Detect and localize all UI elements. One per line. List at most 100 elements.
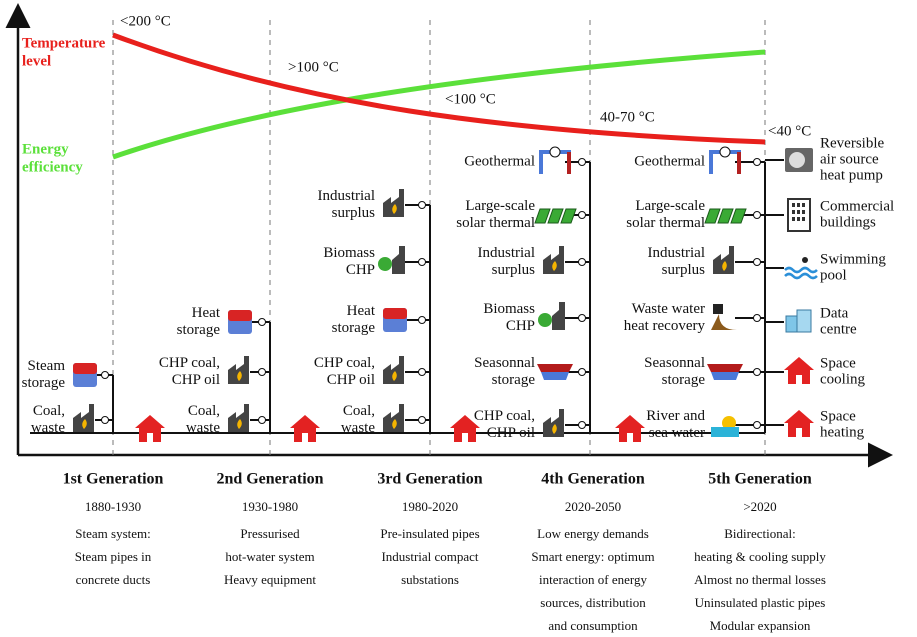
label-line: CHP	[346, 262, 375, 278]
window	[797, 203, 800, 207]
icon-pool	[785, 257, 817, 278]
tank-top	[73, 363, 97, 374]
label-line: Commercial	[820, 198, 894, 214]
valve	[259, 417, 266, 424]
icon-factory	[383, 356, 404, 384]
tree	[378, 257, 392, 271]
window	[802, 217, 805, 221]
label-line: Geothermal	[464, 153, 535, 169]
generation-description: Industrial compact	[381, 549, 478, 564]
generation-description: substations	[401, 572, 459, 587]
valve	[102, 372, 109, 379]
label-line: River and	[646, 408, 705, 424]
icon-tank	[383, 308, 407, 332]
generation-description: sources, distribution	[540, 595, 646, 610]
basin-top	[537, 364, 573, 372]
label-line: Data	[820, 305, 849, 321]
valve	[419, 202, 426, 209]
temperature-value: >100 °C	[288, 59, 339, 75]
door	[302, 433, 308, 442]
generation-years: >2020	[743, 499, 776, 514]
solar-panel	[548, 209, 563, 223]
valve	[419, 259, 426, 266]
factory-shape	[392, 246, 405, 274]
solar-panel	[535, 209, 550, 223]
generation-years: 1880-1930	[85, 499, 141, 514]
generation-description: Steam system:	[75, 526, 150, 541]
valve	[419, 369, 426, 376]
valve	[754, 315, 761, 322]
icon-factory	[383, 189, 404, 217]
factory-shape	[552, 302, 565, 330]
icon-tank	[228, 310, 252, 334]
icon-house	[290, 415, 320, 442]
label-line: heating	[820, 424, 865, 440]
icon-water	[711, 416, 739, 437]
solar-panel	[705, 209, 720, 223]
label-line: Large-scale	[465, 198, 535, 214]
efficiency-label: Energy	[22, 141, 69, 157]
efficiency-label: efficiency	[22, 159, 83, 175]
swimmer	[802, 257, 808, 263]
label-line: storage	[662, 372, 706, 388]
label-line: storage	[332, 320, 376, 336]
label-line: CHP oil	[487, 425, 535, 441]
icon-factory	[383, 404, 404, 432]
icon-tank	[73, 363, 97, 387]
icon-geo	[541, 147, 569, 174]
label-line: CHP coal,	[314, 355, 375, 371]
valve	[754, 369, 761, 376]
icon-factory	[543, 246, 564, 274]
valve	[754, 212, 761, 219]
temperature-label: Temperature	[22, 35, 106, 51]
door	[627, 433, 633, 442]
icon-basin	[707, 364, 743, 380]
generation-description: Bidirectional:	[724, 526, 795, 541]
label-line: Biomass	[483, 301, 535, 317]
window	[797, 210, 800, 214]
sewer-flow	[711, 314, 737, 330]
label-line: CHP coal,	[159, 355, 220, 371]
basin-bottom	[541, 372, 569, 380]
generation-description: Steam pipes in	[75, 549, 152, 564]
door	[796, 375, 802, 384]
icon-fan	[785, 148, 813, 172]
valve	[102, 417, 109, 424]
label-line: air source	[820, 151, 879, 167]
tank-top	[228, 310, 252, 321]
generation-description: Pre-insulated pipes	[380, 526, 479, 541]
window	[792, 210, 795, 214]
valve	[419, 317, 426, 324]
label-line: Seasonnal	[474, 355, 535, 371]
label-line: Industrial	[648, 245, 706, 261]
label-line: Industrial	[478, 245, 536, 261]
generation-description: heating & cooling supply	[694, 549, 826, 564]
server	[797, 310, 811, 332]
solar-panel	[718, 209, 733, 223]
label-line: storage	[177, 322, 221, 338]
valve	[754, 159, 761, 166]
valve	[579, 212, 586, 219]
icon-basin	[537, 364, 573, 380]
label-line: Space	[820, 408, 856, 424]
label-line: Heat	[192, 305, 221, 321]
valve	[579, 259, 586, 266]
tank-top	[383, 308, 407, 319]
generation-description: Smart energy: optimum	[531, 549, 654, 564]
generation-title: 3rd Generation	[377, 471, 482, 488]
label-line: Waste water	[632, 301, 705, 317]
tree	[538, 313, 552, 327]
label-line: Space	[820, 355, 856, 371]
temperature-value: 40-70 °C	[600, 109, 655, 125]
window	[797, 217, 800, 221]
generation-description: Low energy demands	[537, 526, 649, 541]
valve	[579, 315, 586, 322]
icon-solar	[535, 209, 576, 223]
icon-house	[135, 415, 165, 442]
label-line: heat pump	[820, 167, 883, 183]
label-line: Large-scale	[635, 198, 705, 214]
valve	[259, 369, 266, 376]
label-line: Swimming	[820, 251, 886, 267]
label-line: waste	[341, 420, 375, 436]
label-line: surplus	[662, 262, 706, 278]
